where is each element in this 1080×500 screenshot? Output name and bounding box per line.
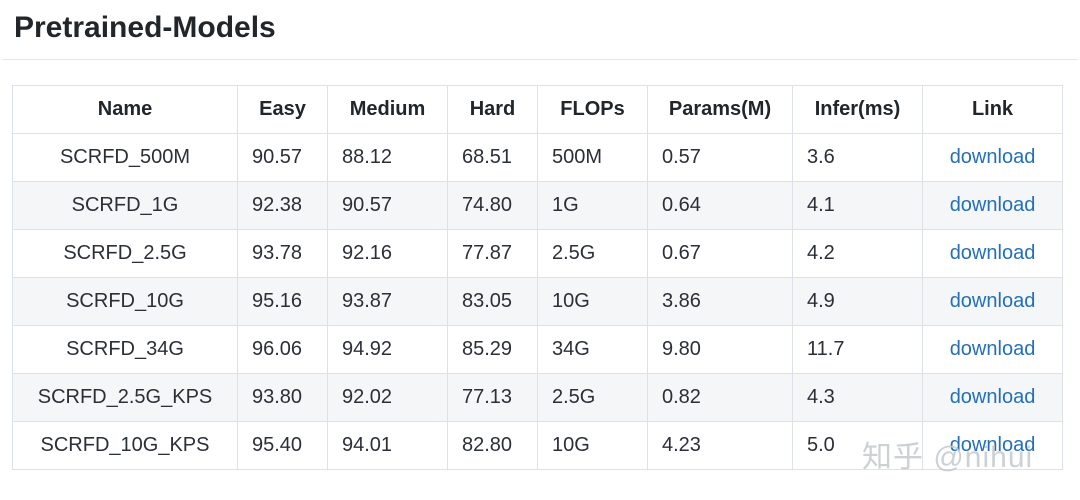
cell-link: download [922,133,1063,182]
cell-medium: 92.02 [327,373,448,422]
cell-flops: 10G [537,421,648,470]
cell-medium: 88.12 [327,133,448,182]
column-header-name: Name [12,85,238,134]
page-title: Pretrained-Models [14,11,276,44]
cell-infer: 4.9 [792,277,923,326]
cell-infer: 11.7 [792,325,923,374]
cell-params: 0.67 [647,229,793,278]
column-header-params: Params(M) [647,85,793,134]
table-row: SCRFD_34G 96.06 94.92 85.29 34G 9.80 11.7 downl… [12,325,1063,374]
cell-params: 3.86 [647,277,793,326]
cell-flops: 2.5G [537,373,648,422]
cell-hard: 74.80 [447,181,538,230]
cell-infer: 3.6 [792,133,923,182]
table-body: SCRFD_500M 90.57 88.12 68.51 500M 0.57 3.6 down… [12,133,1063,470]
cell-medium: 94.92 [327,325,448,374]
cell-link: download [922,373,1063,422]
column-header-flops: FLOPs [537,85,648,134]
cell-medium: 92.16 [327,229,448,278]
cell-link: download [922,229,1063,278]
cell-medium: 93.87 [327,277,448,326]
cell-easy: 95.16 [237,277,328,326]
column-header-medium: Medium [327,85,448,134]
cell-params: 0.64 [647,181,793,230]
cell-hard: 83.05 [447,277,538,326]
cell-hard: 77.13 [447,373,538,422]
cell-name: SCRFD_10G_KPS [12,421,238,470]
cell-link: download [922,421,1063,470]
cell-medium: 94.01 [327,421,448,470]
cell-hard: 82.80 [447,421,538,470]
table-row: SCRFD_1G 92.38 90.57 74.80 1G 0.64 4.1 download [12,181,1063,230]
table-row: SCRFD_10G_KPS 95.40 94.01 82.80 10G 4.23 5.0 do… [12,421,1063,470]
table-row: SCRFD_2.5G 93.78 92.16 77.87 2.5G 0.67 4.2 down… [12,229,1063,278]
table-row: SCRFD_500M 90.57 88.12 68.51 500M 0.57 3.6 down… [12,133,1063,182]
cell-name: SCRFD_2.5G [12,229,238,278]
table-row: SCRFD_2.5G_KPS 93.80 92.02 77.13 2.5G 0.82 4.3… [12,373,1063,422]
cell-hard: 77.87 [447,229,538,278]
cell-easy: 93.78 [237,229,328,278]
cell-infer: 4.2 [792,229,923,278]
cell-params: 0.57 [647,133,793,182]
cell-infer: 4.3 [792,373,923,422]
cell-flops: 500M [537,133,648,182]
column-header-easy: Easy [237,85,328,134]
cell-name: SCRFD_10G [12,277,238,326]
title-divider [2,59,1078,60]
table-header-row: Name Easy Medium Hard FLOPs Params(M) Infer(ms… [12,85,1063,134]
cell-params: 4.23 [647,421,793,470]
cell-infer: 5.0 [792,421,923,470]
download-link[interactable]: download [949,242,1036,264]
table-header: Name Easy Medium Hard FLOPs Params(M) Infer(ms… [12,85,1063,134]
download-link[interactable]: download [949,146,1036,168]
cell-hard: 68.51 [447,133,538,182]
cell-params: 9.80 [647,325,793,374]
table-row: SCRFD_10G 95.16 93.87 83.05 10G 3.86 4.9 downlo… [12,277,1063,326]
cell-params: 0.82 [647,373,793,422]
cell-infer: 4.1 [792,181,923,230]
cell-name: SCRFD_2.5G_KPS [12,373,238,422]
pretrained-models-table: Name Easy Medium Hard FLOPs Params(M) Infer(ms… [12,85,1063,470]
cell-hard: 85.29 [447,325,538,374]
download-link[interactable]: download [949,434,1036,456]
cell-easy: 90.57 [237,133,328,182]
download-link[interactable]: download [949,194,1036,216]
cell-easy: 96.06 [237,325,328,374]
cell-flops: 1G [537,181,648,230]
cell-flops: 2.5G [537,229,648,278]
cell-name: SCRFD_34G [12,325,238,374]
download-link[interactable]: download [949,338,1036,360]
cell-easy: 93.80 [237,373,328,422]
cell-link: download [922,325,1063,374]
cell-name: SCRFD_500M [12,133,238,182]
cell-name: SCRFD_1G [12,181,238,230]
column-header-infer: Infer(ms) [792,85,923,134]
download-link[interactable]: download [949,386,1036,408]
cell-medium: 90.57 [327,181,448,230]
cell-link: download [922,181,1063,230]
cell-link: download [922,277,1063,326]
cell-flops: 34G [537,325,648,374]
download-link[interactable]: download [949,290,1036,312]
cell-flops: 10G [537,277,648,326]
cell-easy: 95.40 [237,421,328,470]
column-header-hard: Hard [447,85,538,134]
column-header-link: Link [922,85,1063,134]
cell-easy: 92.38 [237,181,328,230]
